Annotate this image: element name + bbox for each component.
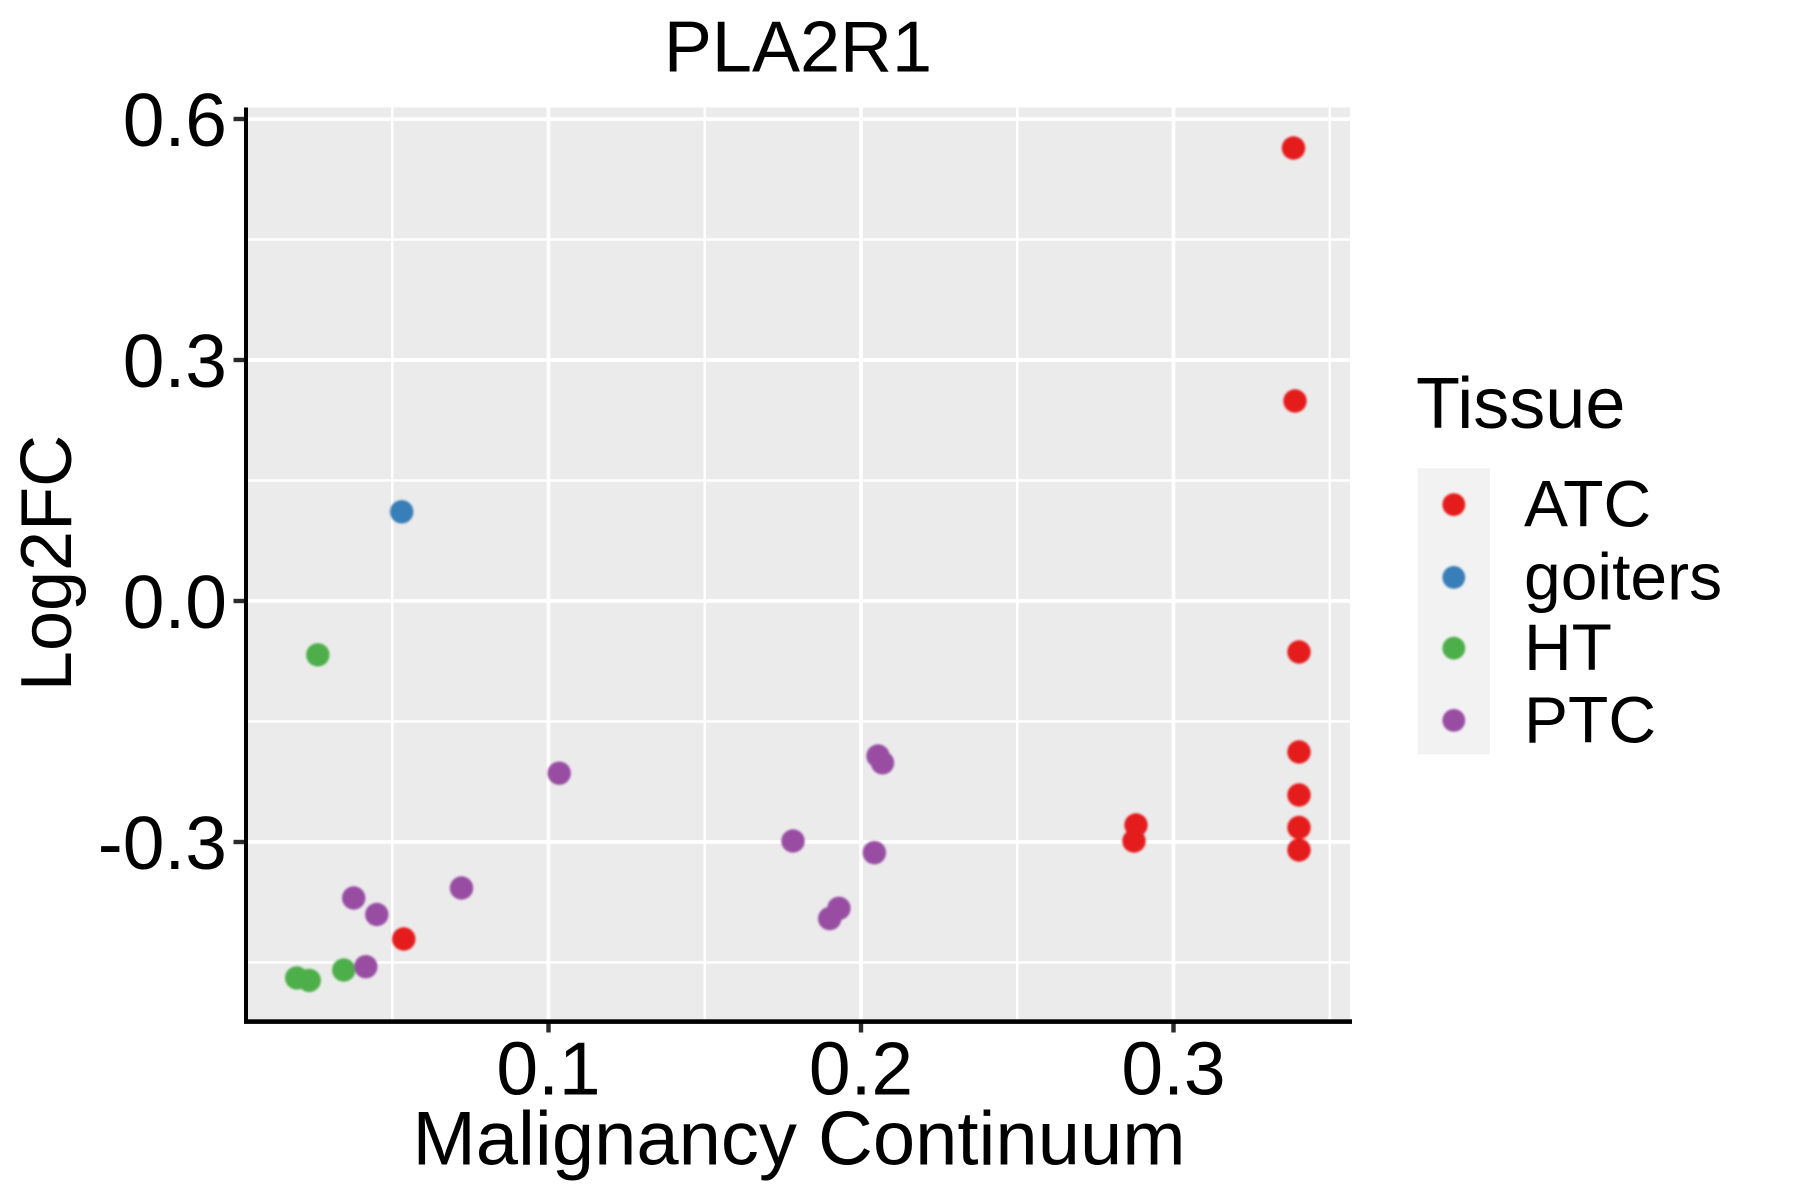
svg-text:goiters: goiters	[1524, 539, 1722, 613]
svg-text:0.2: 0.2	[809, 1027, 913, 1111]
svg-text:HT: HT	[1524, 610, 1612, 684]
svg-text:PLA2R1: PLA2R1	[664, 8, 932, 88]
svg-text:Malignancy Continuum: Malignancy Continuum	[412, 1097, 1185, 1182]
svg-text:PTC: PTC	[1524, 682, 1656, 756]
svg-text:0.6: 0.6	[123, 78, 227, 162]
svg-text:0.3: 0.3	[123, 319, 227, 403]
svg-text:0.1: 0.1	[496, 1027, 600, 1111]
svg-text:-0.3: -0.3	[98, 801, 227, 885]
svg-text:Log2FC: Log2FC	[7, 435, 87, 691]
svg-text:ATC: ATC	[1524, 467, 1651, 541]
svg-text:0.3: 0.3	[1121, 1027, 1225, 1111]
svg-text:Tissue: Tissue	[1416, 364, 1625, 444]
svg-text:0.0: 0.0	[123, 560, 227, 644]
